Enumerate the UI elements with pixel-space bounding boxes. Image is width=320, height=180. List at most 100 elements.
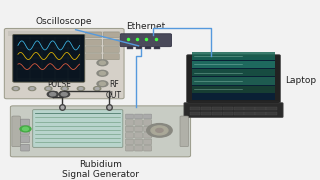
Circle shape: [77, 87, 84, 91]
FancyBboxPatch shape: [21, 144, 29, 151]
Text: Rubidium
Signal Generator: Rubidium Signal Generator: [62, 159, 139, 179]
FancyBboxPatch shape: [125, 114, 133, 119]
Circle shape: [100, 72, 106, 75]
FancyBboxPatch shape: [244, 112, 255, 115]
FancyBboxPatch shape: [144, 114, 152, 119]
FancyBboxPatch shape: [144, 133, 152, 138]
Circle shape: [14, 88, 18, 90]
FancyBboxPatch shape: [234, 107, 244, 110]
Circle shape: [100, 82, 106, 85]
Circle shape: [100, 61, 106, 64]
Circle shape: [59, 91, 70, 97]
FancyBboxPatch shape: [154, 46, 160, 49]
FancyBboxPatch shape: [86, 39, 101, 45]
FancyBboxPatch shape: [266, 112, 276, 115]
Circle shape: [156, 129, 163, 132]
Circle shape: [61, 93, 67, 96]
FancyBboxPatch shape: [234, 112, 244, 115]
FancyBboxPatch shape: [8, 31, 120, 36]
FancyBboxPatch shape: [86, 32, 101, 38]
FancyBboxPatch shape: [103, 32, 119, 38]
Text: RF
OUT: RF OUT: [106, 80, 122, 100]
Text: PULSE
OUT: PULSE OUT: [47, 80, 71, 100]
FancyBboxPatch shape: [125, 139, 133, 145]
Circle shape: [79, 88, 83, 90]
FancyBboxPatch shape: [13, 34, 85, 82]
FancyBboxPatch shape: [21, 127, 29, 134]
FancyBboxPatch shape: [135, 139, 142, 145]
Circle shape: [22, 127, 28, 130]
FancyBboxPatch shape: [125, 126, 133, 132]
FancyBboxPatch shape: [190, 112, 200, 115]
FancyBboxPatch shape: [192, 61, 275, 68]
Circle shape: [151, 126, 168, 135]
Circle shape: [147, 124, 172, 137]
FancyBboxPatch shape: [86, 46, 101, 52]
FancyBboxPatch shape: [125, 133, 133, 138]
FancyBboxPatch shape: [135, 120, 142, 125]
Circle shape: [12, 87, 20, 91]
FancyBboxPatch shape: [144, 126, 152, 132]
FancyBboxPatch shape: [86, 54, 101, 60]
FancyBboxPatch shape: [192, 69, 275, 76]
Circle shape: [20, 126, 31, 132]
FancyBboxPatch shape: [144, 120, 152, 125]
Circle shape: [61, 87, 68, 91]
FancyBboxPatch shape: [212, 112, 222, 115]
Circle shape: [47, 91, 58, 97]
FancyBboxPatch shape: [222, 107, 233, 110]
FancyBboxPatch shape: [255, 112, 266, 115]
FancyBboxPatch shape: [266, 107, 276, 110]
Circle shape: [50, 93, 56, 96]
Text: Ethernet: Ethernet: [126, 22, 165, 31]
FancyBboxPatch shape: [244, 107, 255, 110]
Circle shape: [46, 88, 50, 90]
Circle shape: [63, 88, 67, 90]
FancyBboxPatch shape: [184, 103, 283, 118]
FancyBboxPatch shape: [135, 133, 142, 138]
FancyBboxPatch shape: [188, 102, 279, 103]
FancyBboxPatch shape: [136, 46, 141, 49]
FancyBboxPatch shape: [125, 146, 133, 151]
FancyBboxPatch shape: [201, 112, 211, 115]
FancyBboxPatch shape: [212, 107, 222, 110]
FancyBboxPatch shape: [21, 136, 29, 143]
FancyBboxPatch shape: [255, 107, 266, 110]
Circle shape: [95, 88, 99, 90]
FancyBboxPatch shape: [187, 55, 280, 103]
FancyBboxPatch shape: [190, 107, 200, 110]
FancyBboxPatch shape: [144, 146, 152, 151]
FancyBboxPatch shape: [144, 139, 152, 145]
Circle shape: [93, 87, 101, 91]
FancyBboxPatch shape: [127, 46, 132, 49]
FancyBboxPatch shape: [4, 28, 124, 99]
FancyBboxPatch shape: [192, 52, 275, 60]
FancyBboxPatch shape: [120, 34, 172, 47]
FancyBboxPatch shape: [103, 54, 119, 60]
FancyBboxPatch shape: [145, 46, 151, 49]
Circle shape: [97, 70, 108, 76]
FancyBboxPatch shape: [192, 57, 275, 100]
FancyBboxPatch shape: [10, 106, 191, 157]
FancyBboxPatch shape: [33, 110, 123, 147]
Circle shape: [45, 87, 52, 91]
FancyBboxPatch shape: [222, 112, 233, 115]
Circle shape: [28, 87, 36, 91]
FancyBboxPatch shape: [135, 126, 142, 132]
FancyBboxPatch shape: [192, 77, 275, 85]
FancyBboxPatch shape: [12, 116, 20, 147]
Circle shape: [30, 88, 34, 90]
FancyBboxPatch shape: [201, 107, 211, 110]
FancyBboxPatch shape: [21, 119, 29, 126]
FancyBboxPatch shape: [135, 146, 142, 151]
FancyBboxPatch shape: [192, 86, 275, 93]
Text: Oscilloscope: Oscilloscope: [36, 17, 92, 26]
FancyBboxPatch shape: [135, 114, 142, 119]
FancyBboxPatch shape: [103, 39, 119, 45]
FancyBboxPatch shape: [103, 46, 119, 52]
Circle shape: [97, 81, 108, 87]
Circle shape: [97, 60, 108, 66]
FancyBboxPatch shape: [125, 120, 133, 125]
FancyBboxPatch shape: [180, 116, 188, 147]
Text: Laptop: Laptop: [285, 76, 316, 85]
